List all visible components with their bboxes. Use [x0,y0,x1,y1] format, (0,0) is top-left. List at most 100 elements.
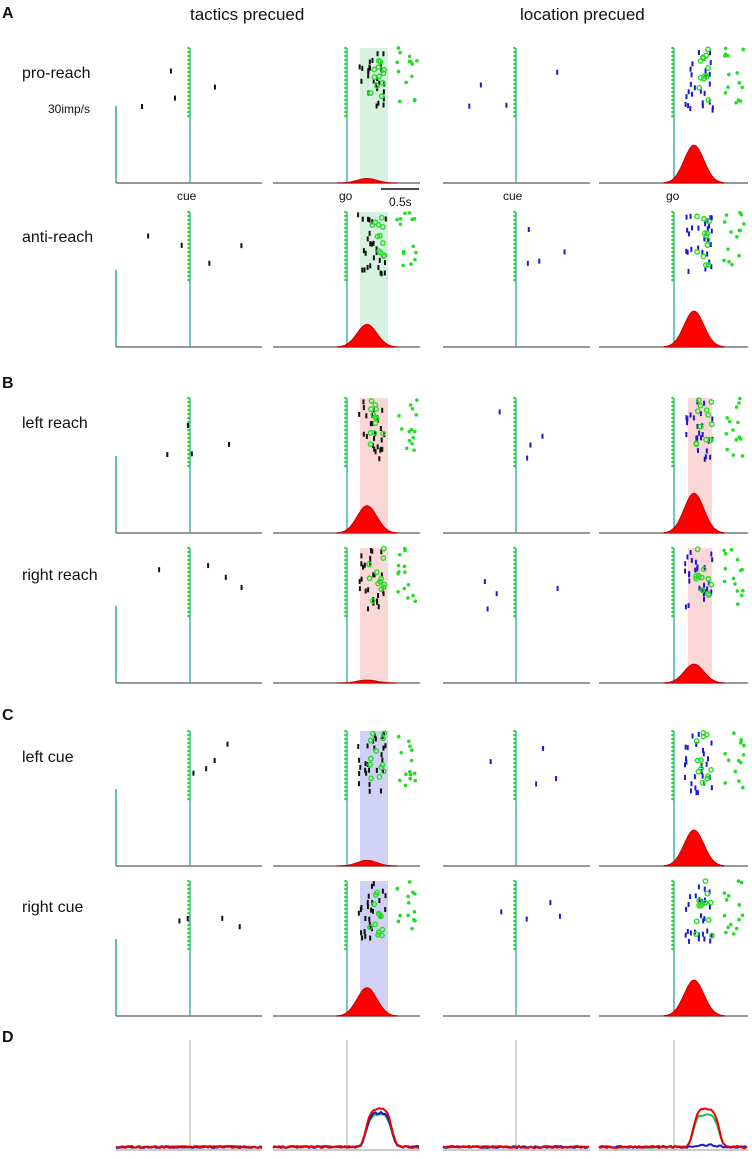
return-marker [408,403,413,407]
spike-tick [381,888,384,894]
spike-tick [684,604,687,610]
event-marker [513,62,516,66]
spike-tick [372,78,375,84]
spike-tick [380,572,383,578]
spike-tick [706,756,709,762]
event-marker [671,66,674,70]
event-marker [344,797,347,801]
event-marker [513,610,516,614]
event-marker [671,400,674,404]
spike-tick [380,271,383,277]
spike-tick [372,240,375,246]
event-marker [187,903,190,907]
spike-tick [711,416,714,422]
event-marker [671,226,674,230]
spike-tick [169,68,172,74]
movement-marker [705,576,712,582]
event-marker [513,230,516,234]
event-marker [344,218,347,222]
movement-marker [378,575,385,582]
event-marker [513,460,516,464]
event-marker [671,793,674,797]
spike-tick [687,89,690,95]
spike-tick [693,85,696,91]
event-marker [344,883,347,887]
spike-tick [362,248,365,254]
return-marker [411,593,415,598]
return-marker [739,880,744,885]
event-marker [187,234,190,238]
return-marker [412,917,416,922]
spike-tick [367,893,370,899]
event-marker [344,598,347,602]
event-marker [513,90,516,94]
event-marker [513,741,516,745]
movement-marker [705,46,711,53]
event-marker [187,114,190,118]
event-marker [513,102,516,106]
event-marker [187,86,190,90]
movement-marker [380,545,387,552]
spike-tick [382,768,385,774]
spike-tick [706,586,709,592]
event-marker [513,432,516,436]
event-marker [187,590,190,594]
event-marker [513,927,516,931]
spike-tick [364,915,367,921]
return-marker [737,917,741,922]
return-marker [726,247,730,251]
spike-tick [687,603,690,609]
event-marker [513,911,516,915]
spike-tick [375,246,378,252]
return-marker [410,406,415,411]
event-marker [344,558,347,562]
return-marker [726,53,730,58]
event-marker [671,879,674,883]
event-marker [187,428,190,432]
event-marker [187,939,190,943]
spike-tick [377,604,380,610]
movement-marker [373,748,380,754]
spike-tick [366,264,369,270]
spike-tick [240,585,243,591]
event-marker [513,238,516,242]
return-marker [735,589,740,593]
return-marker [734,405,739,409]
event-marker [187,947,190,951]
spike-tick [365,434,368,440]
event-marker [513,570,516,574]
return-marker [413,892,417,896]
spike-tick [228,441,231,447]
return-marker [403,211,407,216]
event-marker [513,753,516,757]
movement-marker [693,931,699,938]
mean-trace [598,1107,748,1150]
event-marker [344,546,347,550]
event-marker [513,66,516,70]
event-marker [187,102,190,106]
event-marker [513,773,516,777]
spike-tick [687,268,690,274]
event-marker [513,546,516,550]
condition-label-right-reach: right reach [22,567,98,584]
spike-tick [379,62,382,68]
movement-marker [380,240,386,246]
header-tactics-precued: tactics precued [190,5,304,24]
spike-tick [702,751,705,757]
event-marker [671,464,674,468]
spike-tick [505,102,508,108]
event-marker [187,274,190,278]
event-marker [671,891,674,895]
event-marker [187,606,190,610]
spike-tick [362,564,365,570]
spike-tick [370,907,373,913]
spike-tick [367,68,370,74]
return-marker [722,548,726,553]
spike-tick [371,421,374,427]
spike-tick [364,250,367,256]
spike-tick [368,59,371,65]
psth-bump [663,492,725,534]
return-marker [740,454,745,458]
event-marker [344,452,347,456]
event-marker [513,943,516,947]
